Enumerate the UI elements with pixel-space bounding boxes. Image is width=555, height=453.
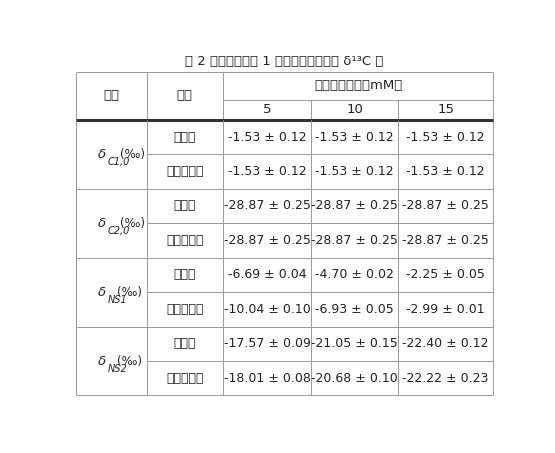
Text: -6.69 ± 0.04: -6.69 ± 0.04 [228, 268, 306, 281]
Text: 10: 10 [346, 103, 363, 116]
Text: 碳酸氢根处理（mM）: 碳酸氢根处理（mM） [314, 79, 402, 92]
Text: -1.53 ± 0.12: -1.53 ± 0.12 [228, 165, 306, 178]
Text: -28.87 ± 0.25: -28.87 ± 0.25 [402, 199, 489, 212]
Text: 5: 5 [263, 103, 271, 116]
Text: 植物: 植物 [177, 89, 193, 102]
Text: -2.25 ± 0.05: -2.25 ± 0.05 [406, 268, 485, 281]
Text: 芥菜型油菜: 芥菜型油菜 [166, 303, 204, 316]
Text: 表 2 培养植物幼苗 1 天前后的培养液的 δ¹³C 值: 表 2 培养植物幼苗 1 天前后的培养液的 δ¹³C 值 [185, 55, 384, 68]
Text: -10.04 ± 0.10: -10.04 ± 0.10 [224, 303, 310, 316]
Text: 参数: 参数 [103, 89, 119, 102]
Text: -28.87 ± 0.25: -28.87 ± 0.25 [402, 234, 489, 247]
Text: -28.87 ± 0.25: -28.87 ± 0.25 [311, 234, 398, 247]
Text: -17.57 ± 0.09: -17.57 ± 0.09 [224, 337, 310, 350]
Text: -22.40 ± 0.12: -22.40 ± 0.12 [402, 337, 489, 350]
Text: -1.53 ± 0.12: -1.53 ± 0.12 [406, 130, 485, 144]
Text: C1,0: C1,0 [107, 157, 130, 167]
Text: δ: δ [98, 285, 106, 299]
Text: -28.87 ± 0.25: -28.87 ± 0.25 [311, 199, 398, 212]
Text: 诸葛菜: 诸葛菜 [174, 268, 196, 281]
Text: 芥菜型油菜: 芥菜型油菜 [166, 165, 204, 178]
Text: -21.05 ± 0.15: -21.05 ± 0.15 [311, 337, 398, 350]
Text: δ: δ [98, 355, 106, 367]
Text: 15: 15 [437, 103, 454, 116]
Text: NS2: NS2 [107, 364, 127, 374]
Text: -28.87 ± 0.25: -28.87 ± 0.25 [224, 199, 310, 212]
Text: -4.70 ± 0.02: -4.70 ± 0.02 [315, 268, 394, 281]
Text: (‰): (‰) [120, 217, 145, 230]
Text: δ: δ [98, 217, 106, 230]
Text: -1.53 ± 0.12: -1.53 ± 0.12 [406, 165, 485, 178]
Text: 诸葛菜: 诸葛菜 [174, 130, 196, 144]
Text: -1.53 ± 0.12: -1.53 ± 0.12 [315, 165, 394, 178]
Text: (‰): (‰) [117, 355, 142, 367]
Text: -2.99 ± 0.01: -2.99 ± 0.01 [406, 303, 485, 316]
Text: -20.68 ± 0.10: -20.68 ± 0.10 [311, 372, 398, 385]
Text: -1.53 ± 0.12: -1.53 ± 0.12 [228, 130, 306, 144]
Text: -28.87 ± 0.25: -28.87 ± 0.25 [224, 234, 310, 247]
Text: 诸葛菜: 诸葛菜 [174, 199, 196, 212]
Text: 诸葛菜: 诸葛菜 [174, 337, 196, 350]
Text: 芥菜型油菜: 芥菜型油菜 [166, 372, 204, 385]
Text: -22.22 ± 0.23: -22.22 ± 0.23 [402, 372, 489, 385]
Text: -1.53 ± 0.12: -1.53 ± 0.12 [315, 130, 394, 144]
Text: δ: δ [98, 148, 106, 161]
Text: NS1: NS1 [107, 295, 127, 305]
Text: 芥菜型油菜: 芥菜型油菜 [166, 234, 204, 247]
Text: (‰): (‰) [120, 148, 145, 161]
Text: -18.01 ± 0.08: -18.01 ± 0.08 [224, 372, 310, 385]
Text: C2,0: C2,0 [107, 226, 130, 236]
Text: (‰): (‰) [117, 285, 142, 299]
Text: -6.93 ± 0.05: -6.93 ± 0.05 [315, 303, 394, 316]
